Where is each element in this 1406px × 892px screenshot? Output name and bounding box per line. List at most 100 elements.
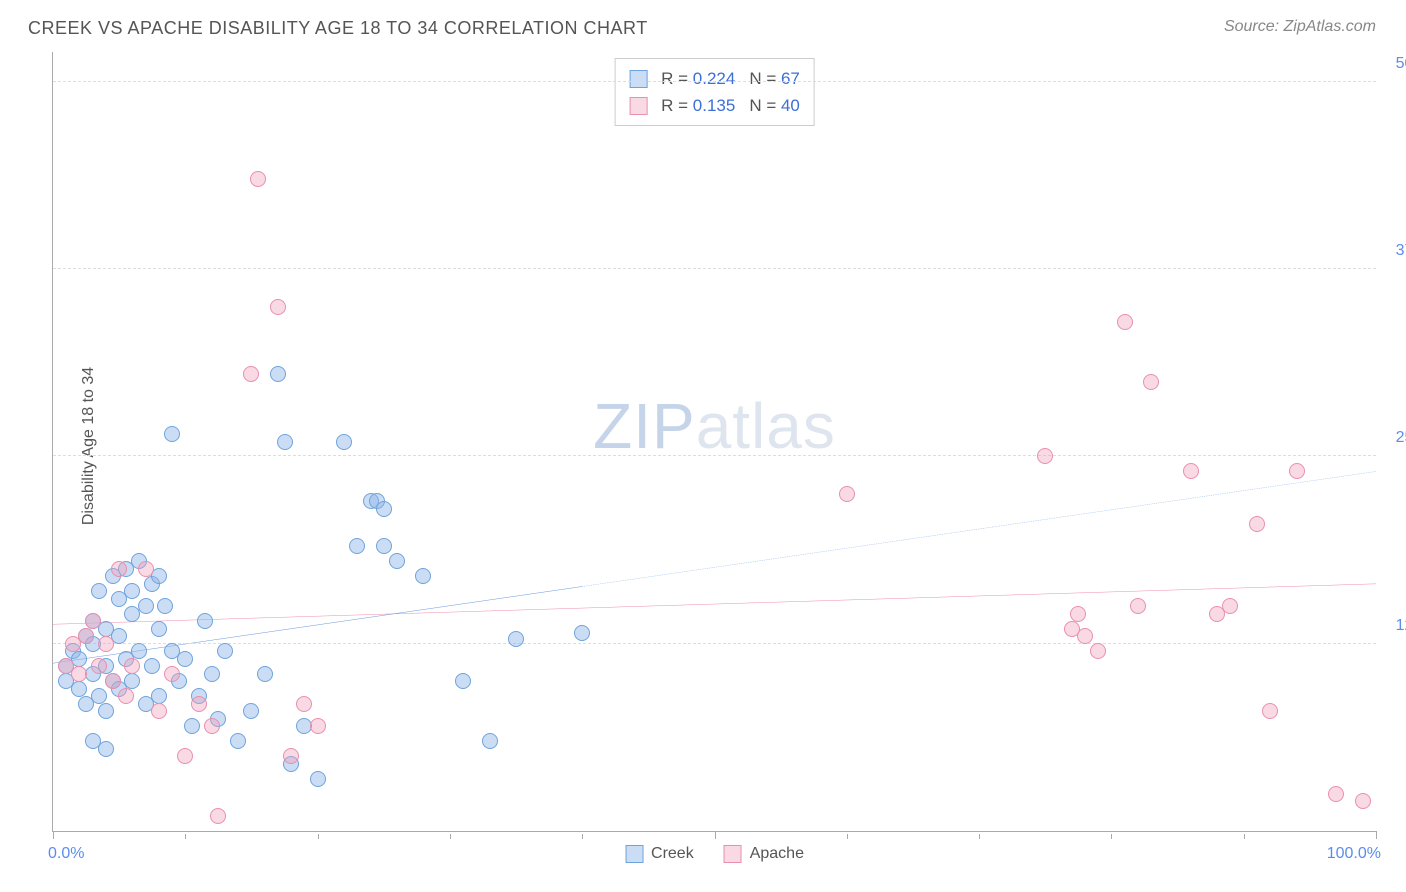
x-tick	[53, 831, 54, 839]
data-point	[415, 568, 431, 584]
source-citation: Source: ZipAtlas.com	[1224, 18, 1376, 36]
gridline	[53, 455, 1376, 456]
data-point	[1070, 606, 1086, 622]
data-point	[250, 171, 266, 187]
data-point	[310, 718, 326, 734]
plot-area: ZIPatlas R = 0.224 N = 67 R = 0.135 N = …	[52, 52, 1376, 832]
data-point	[217, 643, 233, 659]
data-point	[91, 688, 107, 704]
data-point	[230, 733, 246, 749]
data-point	[243, 703, 259, 719]
data-point	[71, 666, 87, 682]
data-point	[151, 621, 167, 637]
data-point	[184, 718, 200, 734]
data-point	[210, 808, 226, 824]
data-point	[455, 673, 471, 689]
data-point	[1222, 598, 1238, 614]
legend-label-apache: Apache	[750, 845, 804, 863]
data-point	[1117, 314, 1133, 330]
gridline	[53, 643, 1376, 644]
x-tick-minor	[1111, 834, 1112, 839]
data-point	[1249, 516, 1265, 532]
data-point	[839, 486, 855, 502]
x-tick-minor	[450, 834, 451, 839]
n-value-apache: 40	[781, 96, 800, 115]
x-tick-minor	[318, 834, 319, 839]
data-point	[389, 553, 405, 569]
swatch-apache	[629, 97, 647, 115]
data-point	[336, 434, 352, 450]
data-point	[1130, 598, 1146, 614]
data-point	[376, 538, 392, 554]
y-tick-label: 37.5%	[1381, 242, 1406, 260]
data-point	[105, 673, 121, 689]
data-point	[349, 538, 365, 554]
r-value-creek: 0.224	[693, 69, 736, 88]
data-point	[124, 673, 140, 689]
data-point	[98, 703, 114, 719]
x-tick-minor	[185, 834, 186, 839]
data-point	[1077, 628, 1093, 644]
data-point	[1037, 448, 1053, 464]
legend-item-apache: Apache	[724, 845, 804, 863]
data-point	[243, 366, 259, 382]
chart-title: CREEK VS APACHE DISABILITY AGE 18 TO 34 …	[28, 18, 648, 39]
data-point	[204, 718, 220, 734]
data-point	[574, 625, 590, 641]
legend: Creek Apache	[625, 845, 804, 863]
data-point	[296, 696, 312, 712]
x-tick-minor	[1244, 834, 1245, 839]
data-point	[482, 733, 498, 749]
data-point	[71, 681, 87, 697]
data-point	[177, 748, 193, 764]
data-point	[191, 696, 207, 712]
data-point	[91, 583, 107, 599]
data-point	[138, 598, 154, 614]
x-tick-minor	[979, 834, 980, 839]
gridline	[53, 81, 1376, 82]
data-point	[131, 643, 147, 659]
x-tick-minor	[582, 834, 583, 839]
data-point	[157, 598, 173, 614]
stats-row-apache: R = 0.135 N = 40	[629, 92, 800, 119]
x-tick-minor	[847, 834, 848, 839]
data-point	[164, 426, 180, 442]
data-point	[277, 434, 293, 450]
data-point	[270, 299, 286, 315]
data-point	[111, 561, 127, 577]
data-point	[1262, 703, 1278, 719]
data-point	[197, 613, 213, 629]
data-point	[283, 748, 299, 764]
data-point	[1143, 374, 1159, 390]
x-tick-label-min: 0.0%	[48, 845, 84, 863]
data-point	[151, 688, 167, 704]
data-point	[508, 631, 524, 647]
data-point	[78, 628, 94, 644]
data-point	[118, 688, 134, 704]
data-point	[98, 636, 114, 652]
gridline	[53, 268, 1376, 269]
data-point	[1355, 793, 1371, 809]
data-point	[1328, 786, 1344, 802]
y-tick-label: 12.5%	[1381, 617, 1406, 635]
legend-swatch-apache	[724, 845, 742, 863]
y-tick-label: 50.0%	[1381, 55, 1406, 73]
chart-container: CREEK VS APACHE DISABILITY AGE 18 TO 34 …	[0, 0, 1406, 892]
x-tick-label-max: 100.0%	[1327, 845, 1381, 863]
data-point	[124, 583, 140, 599]
swatch-creek	[629, 70, 647, 88]
stats-box: R = 0.224 N = 67 R = 0.135 N = 40	[614, 58, 815, 126]
data-point	[138, 561, 154, 577]
trendline-solid	[53, 584, 1376, 624]
n-value-creek: 67	[781, 69, 800, 88]
data-point	[1183, 463, 1199, 479]
legend-item-creek: Creek	[625, 845, 694, 863]
data-point	[85, 613, 101, 629]
x-tick	[715, 831, 716, 839]
stats-row-creek: R = 0.224 N = 67	[629, 65, 800, 92]
data-point	[177, 651, 193, 667]
data-point	[151, 703, 167, 719]
data-point	[1289, 463, 1305, 479]
data-point	[144, 658, 160, 674]
data-point	[98, 741, 114, 757]
